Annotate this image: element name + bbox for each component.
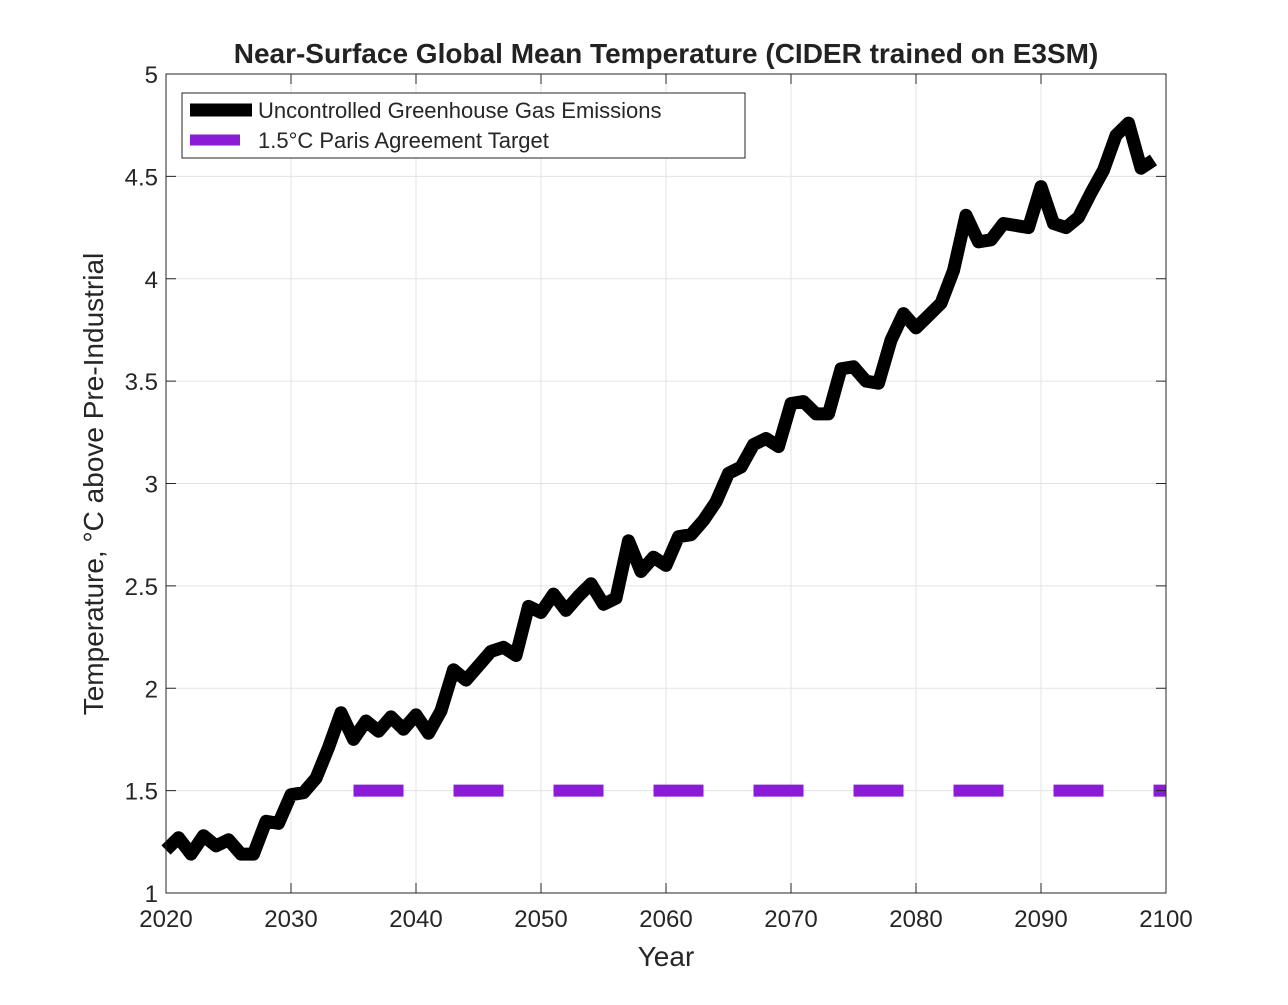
chart-title: Near-Surface Global Mean Temperature (CI… [234,38,1099,69]
y-tick-label: 3.5 [125,369,158,396]
y-tick-label: 1 [145,881,158,908]
y-tick-label: 2.5 [125,574,158,601]
x-tick-label: 2070 [764,906,817,933]
x-tick-label: 2100 [1139,906,1192,933]
series-line-0 [161,116,1158,861]
x-tick-label: 2080 [889,906,942,933]
x-tick-label: 2020 [139,906,192,933]
legend-label-paris-target: 1.5°C Paris Agreement Target [258,128,549,153]
legend-label-emissions: Uncontrolled Greenhouse Gas Emissions [258,98,662,123]
x-tick-label: 2030 [264,906,317,933]
legend-box [181,92,746,159]
legend: Uncontrolled Greenhouse Gas Emissions 1.… [181,92,746,159]
y-axis-label: Temperature, °C above Pre-Industrial [78,253,109,716]
x-axis-label: Year [638,941,695,972]
plot-area: 2020 2030 2040 2050 2060 2070 2080 2090 2100 1 1.5… [125,62,1193,933]
y-tick-label: 2 [145,676,158,703]
x-tick-label: 2050 [514,906,567,933]
y-tick-label: 4 [145,267,158,294]
y-tick-label: 4.5 [125,164,158,191]
y-tick-label: 5 [145,62,158,89]
x-tick-label: 2090 [1014,906,1067,933]
x-tick-label: 2040 [389,906,442,933]
y-tick-label: 1.5 [125,779,158,806]
y-tick-label: 3 [145,472,158,499]
x-tick-label: 2060 [639,906,692,933]
